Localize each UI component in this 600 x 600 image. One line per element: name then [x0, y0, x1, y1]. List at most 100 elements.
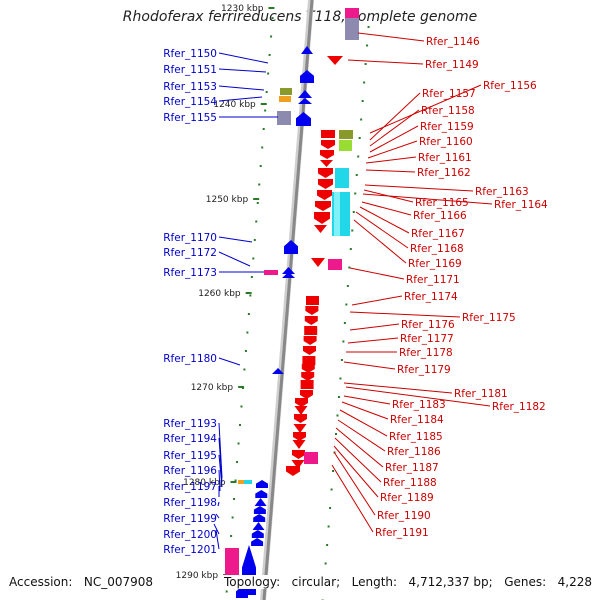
left-gene-label[interactable]: Rfer_1172	[163, 247, 217, 259]
right-gene-label[interactable]: Rfer_1184	[390, 414, 444, 426]
right-gene-label[interactable]: Rfer_1182	[492, 401, 546, 413]
gene-feature-1194[interactable]	[244, 480, 252, 484]
gene-feature-1171b[interactable]	[328, 259, 342, 270]
gene-feature-1156[interactable]	[321, 130, 335, 138]
gene-feature-1149[interactable]	[327, 56, 343, 65]
right-gene-label[interactable]: Rfer_1190	[377, 510, 431, 522]
gene-feature-mid2[interactable]	[292, 450, 305, 459]
gene-feature-bottom[interactable]	[251, 530, 264, 538]
gene-feature-1180[interactable]	[272, 368, 284, 374]
left-gene-label[interactable]: Rfer_1196	[163, 465, 217, 477]
gene-feature-1166-hl[interactable]	[334, 192, 340, 236]
gene-feature-1165[interactable]	[318, 179, 333, 189]
gene-feature-1159[interactable]	[339, 140, 352, 151]
gene-feature-bottom[interactable]	[251, 538, 264, 546]
gene-feature-bottom[interactable]	[252, 522, 265, 530]
right-gene-label[interactable]: Rfer_1166	[413, 210, 467, 222]
gene-feature-1172[interactable]	[282, 267, 295, 274]
left-gene-label[interactable]: Rfer_1154	[163, 96, 217, 108]
left-gene-label[interactable]: Rfer_1155	[163, 112, 217, 124]
right-gene-label[interactable]: Rfer_1160	[419, 136, 473, 148]
gene-feature-bottom[interactable]	[256, 480, 268, 488]
gene-feature-1193[interactable]	[238, 480, 244, 484]
gene-feature-1164[interactable]	[317, 190, 332, 200]
gene-feature-1173b[interactable]	[282, 272, 295, 278]
left-gene-label[interactable]: Rfer_1201	[163, 544, 217, 556]
right-gene-label[interactable]: Rfer_1162	[417, 167, 471, 179]
left-gene-label[interactable]: Rfer_1195	[163, 450, 217, 462]
left-gene-label[interactable]: Rfer_1180	[163, 353, 217, 365]
gene-feature-mid[interactable]	[301, 364, 315, 373]
right-gene-label[interactable]: Rfer_1174	[404, 291, 458, 303]
right-gene-label[interactable]: Rfer_1187	[385, 462, 439, 474]
gene-feature-mid2[interactable]	[294, 406, 308, 415]
right-gene-label[interactable]: Rfer_1164	[494, 199, 548, 211]
left-gene-label[interactable]: Rfer_1197	[163, 481, 217, 493]
right-gene-label[interactable]: Rfer_1167	[411, 228, 465, 240]
gene-feature-1163[interactable]	[335, 168, 349, 188]
left-gene-label[interactable]: Rfer_1151	[163, 64, 217, 76]
left-gene-label[interactable]: Rfer_1173	[163, 267, 217, 279]
gene-feature-1154b[interactable]	[298, 98, 312, 104]
right-gene-label[interactable]: Rfer_1177	[400, 333, 454, 345]
gene-feature-1201c[interactable]	[236, 586, 248, 598]
gene-feature-1189[interactable]	[286, 466, 300, 476]
gene-feature-mid2[interactable]	[291, 460, 305, 469]
right-gene-label[interactable]: Rfer_1159	[420, 121, 474, 133]
gene-feature-1161[interactable]	[320, 160, 333, 167]
gene-feature-1186[interactable]	[304, 452, 318, 464]
gene-feature-mid[interactable]	[302, 356, 316, 365]
right-gene-label[interactable]: Rfer_1175	[462, 312, 516, 324]
left-gene-label[interactable]: Rfer_1194	[163, 433, 217, 445]
right-gene-label[interactable]: Rfer_1186	[387, 446, 441, 458]
gene-feature-mid[interactable]	[300, 390, 313, 399]
gene-feature-1158[interactable]	[321, 140, 335, 149]
left-gene-label[interactable]: Rfer_1198	[163, 497, 217, 509]
gene-feature-1160[interactable]	[320, 150, 334, 159]
left-gene-label[interactable]: Rfer_1153	[163, 81, 217, 93]
right-gene-label[interactable]: Rfer_1179	[397, 364, 451, 376]
right-gene-label[interactable]: Rfer_1188	[383, 477, 437, 489]
gene-feature-1153b[interactable]	[298, 90, 312, 98]
gene-feature-mid[interactable]	[304, 326, 318, 335]
gene-feature-mid2[interactable]	[293, 424, 307, 433]
right-gene-label[interactable]: Rfer_1149	[425, 59, 479, 71]
gene-feature-bottom[interactable]	[254, 498, 267, 506]
gene-feature-mid[interactable]	[300, 380, 314, 389]
right-gene-label[interactable]: Rfer_1157	[422, 88, 476, 100]
right-gene-label[interactable]: Rfer_1189	[380, 492, 434, 504]
gene-feature-mid2[interactable]	[294, 414, 307, 423]
right-gene-label[interactable]: Rfer_1191	[375, 527, 429, 539]
gene-feature-mid[interactable]	[304, 316, 318, 325]
left-gene-label[interactable]: Rfer_1170	[163, 232, 217, 244]
gene-feature-mid[interactable]	[303, 346, 316, 355]
gene-feature-1167[interactable]	[315, 201, 331, 211]
gene-feature-1150[interactable]	[301, 46, 313, 54]
gene-feature-1146b[interactable]	[345, 8, 359, 18]
gene-feature-bottom[interactable]	[255, 490, 268, 498]
gene-feature-1169[interactable]	[314, 225, 327, 233]
right-gene-label[interactable]: Rfer_1161	[418, 152, 472, 164]
right-gene-label[interactable]: Rfer_1181	[454, 388, 508, 400]
right-gene-label[interactable]: Rfer_1183	[392, 399, 446, 411]
gene-feature-1153[interactable]	[280, 88, 292, 95]
gene-feature-mid[interactable]	[306, 296, 319, 305]
left-gene-label[interactable]: Rfer_1199	[163, 513, 217, 525]
gene-feature-1173[interactable]	[264, 270, 278, 275]
gene-feature-mid2[interactable]	[293, 432, 306, 441]
gene-feature-mid[interactable]	[301, 372, 315, 381]
gene-feature-1168[interactable]	[314, 212, 330, 224]
gene-feature-mid2[interactable]	[292, 440, 306, 449]
gene-feature-mid[interactable]	[303, 336, 317, 345]
gene-feature-bottom[interactable]	[253, 506, 266, 514]
gene-feature-1155[interactable]	[277, 111, 291, 125]
gene-feature-bottom[interactable]	[253, 514, 266, 522]
gene-feature-1154[interactable]	[279, 96, 291, 102]
right-gene-label[interactable]: Rfer_1169	[408, 258, 462, 270]
gene-feature-mid2[interactable]	[295, 398, 308, 407]
right-gene-label[interactable]: Rfer_1176	[401, 319, 455, 331]
right-gene-label[interactable]: Rfer_1171	[406, 274, 460, 286]
left-gene-label[interactable]: Rfer_1150	[163, 48, 217, 60]
gene-feature-1162[interactable]	[318, 168, 333, 178]
left-gene-label[interactable]: Rfer_1200	[163, 529, 217, 541]
